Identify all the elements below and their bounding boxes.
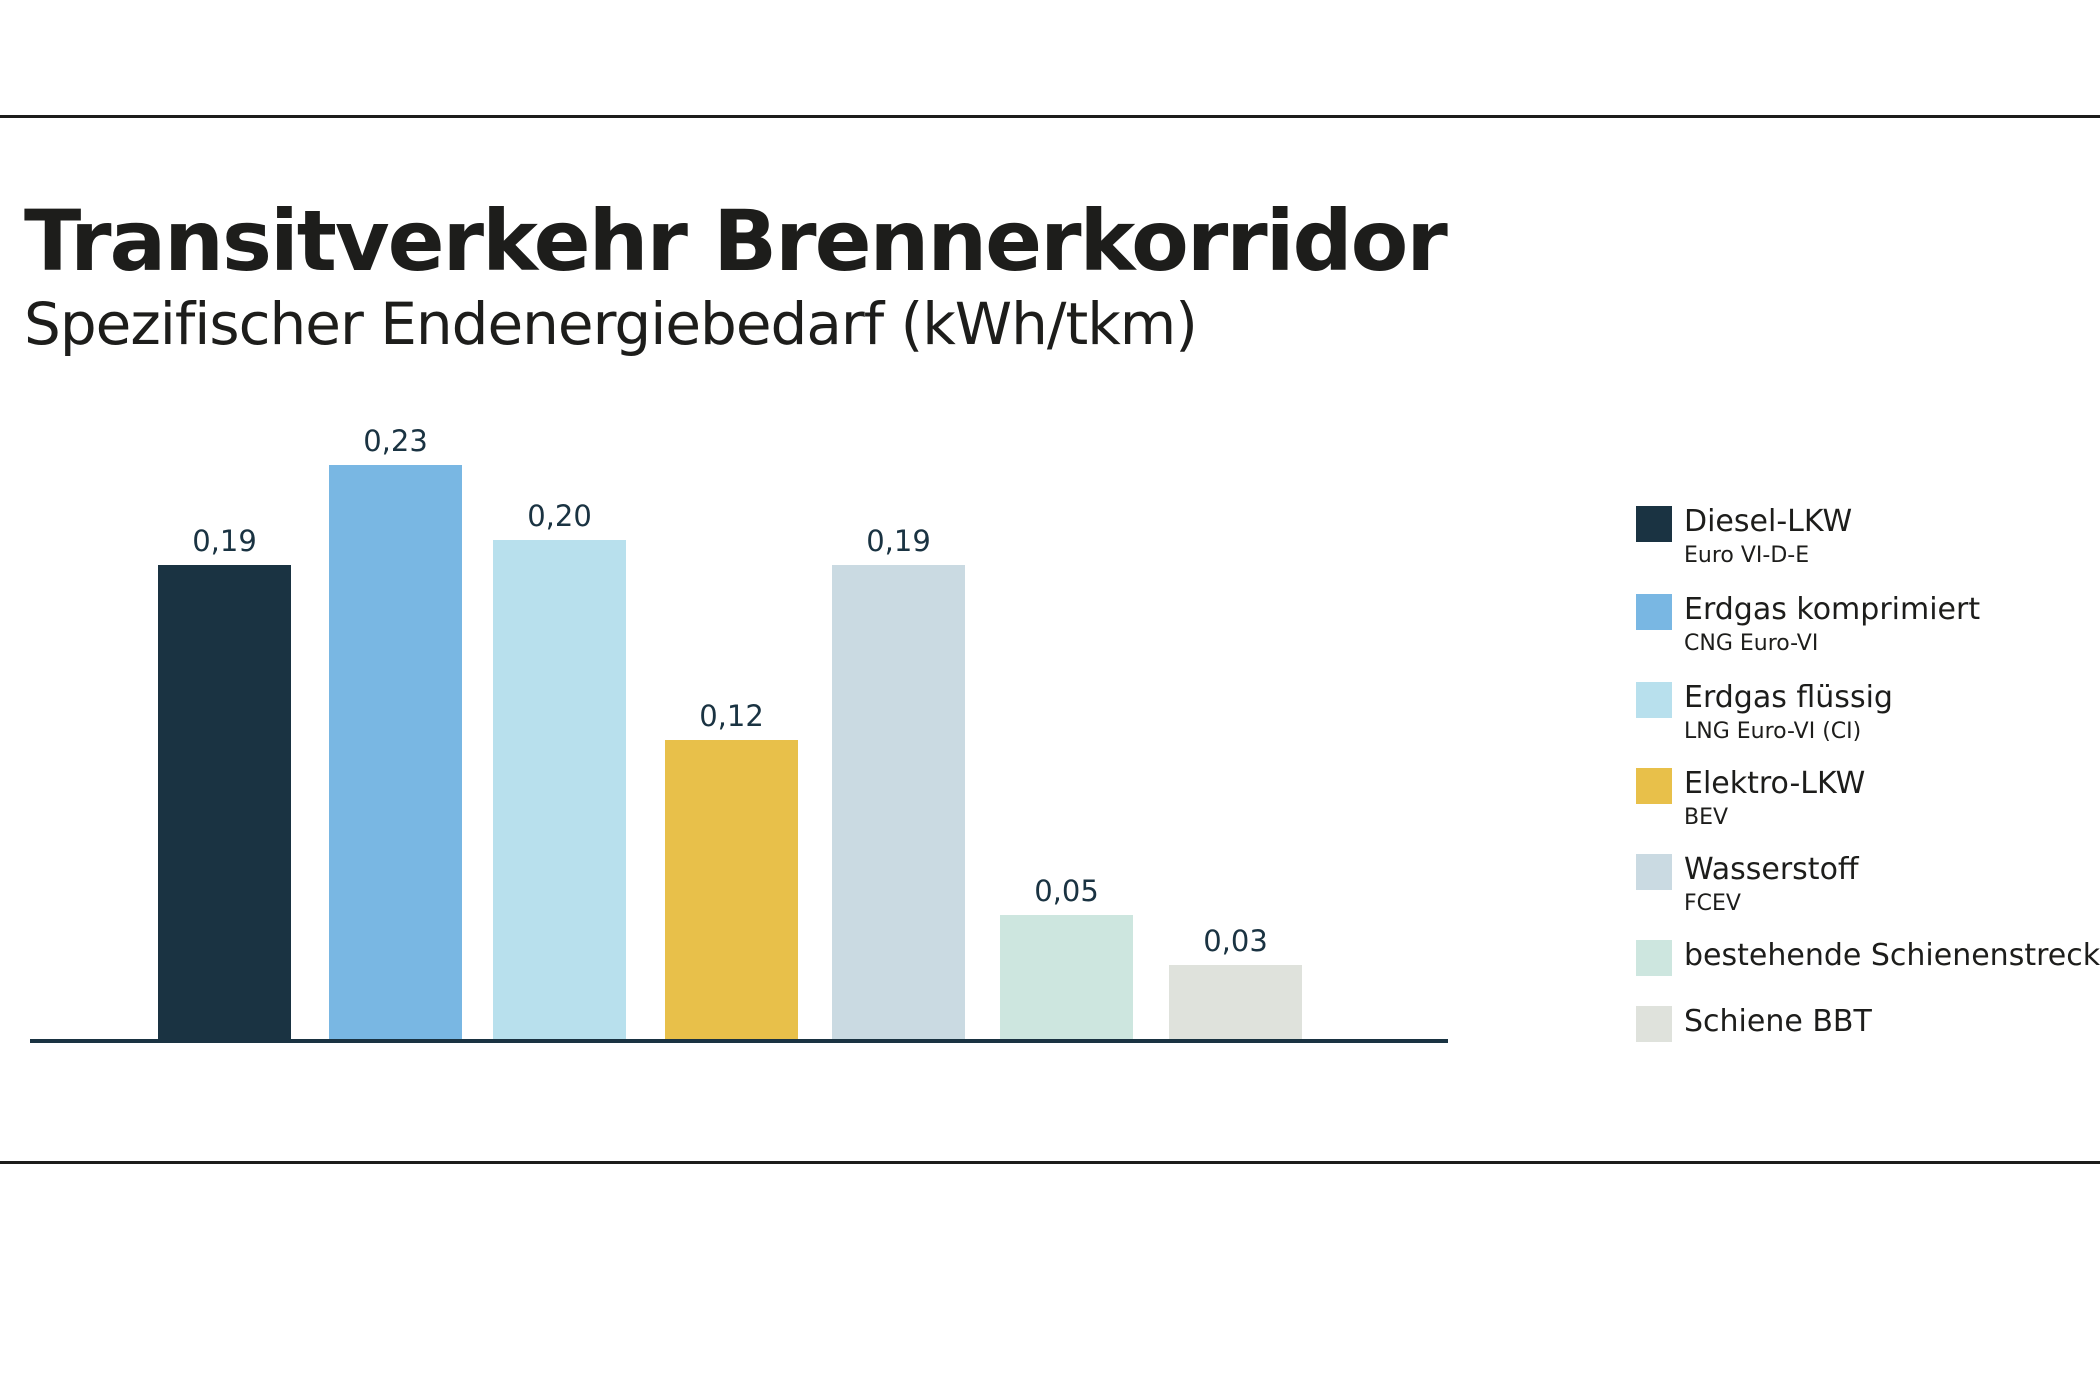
bottom-rule [0,1161,2100,1164]
legend-sublabel: LNG Euro-VI (CI) [1684,719,1862,744]
legend-swatch [1636,682,1672,718]
bar-3 [665,740,798,1040]
bar-2 [493,540,626,1040]
legend-swatch [1636,940,1672,976]
legend-swatch [1636,506,1672,542]
value-label: 0,19 [866,524,931,558]
value-label: 0,23 [363,424,428,458]
bar-4 [832,565,965,1040]
chart-subtitle: Spezifischer Endenergiebedarf (kWh/tkm) [24,290,1198,358]
value-label: 0,19 [192,524,257,558]
legend-swatch [1636,1006,1672,1042]
chart-title: Transitverkehr Brennerkorridor [24,192,1448,290]
top-rule [0,115,2100,118]
legend-sublabel: CNG Euro-VI [1684,631,1819,656]
legend-label: Elektro-LKW [1684,766,1866,801]
value-label: 0,05 [1034,874,1099,908]
bar-1 [329,465,462,1040]
legend-swatch [1636,768,1672,804]
legend-label: Erdgas komprimiert [1684,592,1981,627]
legend-label: Wasserstoff [1684,852,1859,887]
value-label: 0,12 [699,699,764,733]
legend-label: Diesel-LKW [1684,504,1853,539]
bar-5 [1000,915,1133,1040]
legend-label: Schiene BBT [1684,1004,1872,1039]
value-label: 0,20 [527,499,592,533]
legend-label: Erdgas flüssig [1684,680,1893,715]
legend-swatch [1636,854,1672,890]
legend-swatch [1636,594,1672,630]
legend-sublabel: BEV [1684,805,1729,830]
bar-0 [158,565,291,1040]
value-label: 0,03 [1203,924,1268,958]
bar-6 [1169,965,1302,1040]
legend-sublabel: Euro VI-D-E [1684,543,1810,568]
legend-label: bestehende Schienenstrecke [1684,938,2100,973]
legend-sublabel: FCEV [1684,891,1741,916]
